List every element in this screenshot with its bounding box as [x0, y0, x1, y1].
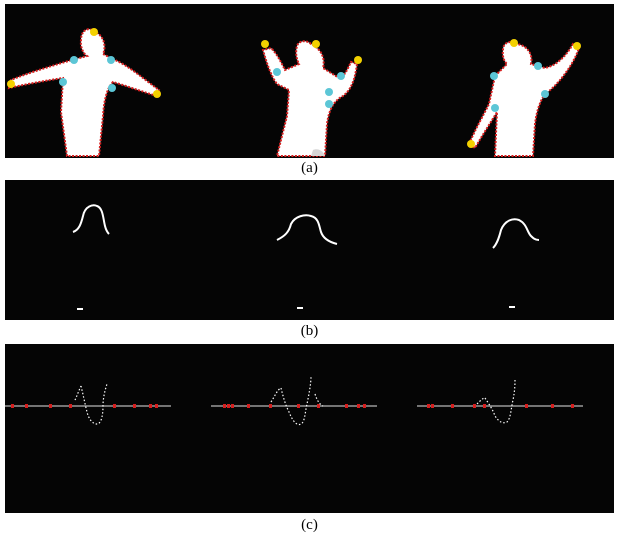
red-markers [11, 404, 574, 408]
head-curve [276, 214, 338, 245]
joint-point [490, 72, 498, 80]
caption-a: (a) [301, 160, 318, 176]
extremity-point [90, 28, 98, 36]
foot-marks [77, 306, 515, 310]
contour-point [80, 383, 108, 425]
contour-point [280, 375, 312, 426]
contour-point [74, 385, 82, 401]
joint-point [491, 104, 499, 112]
silhouette-2 [261, 40, 359, 157]
extremity-points [7, 28, 581, 148]
foot-mark [297, 307, 303, 309]
foot-mark [509, 306, 515, 308]
head-curve [492, 218, 540, 249]
caption-b: (b) [300, 323, 319, 339]
joint-point [325, 88, 333, 96]
foot-blob [311, 149, 325, 156]
panel-a [5, 4, 614, 158]
contour-point [484, 377, 516, 424]
contour-point [270, 387, 282, 403]
joint-point [273, 68, 281, 76]
silhouette-3 [467, 41, 581, 157]
head-curves [72, 204, 540, 249]
joint-point [70, 56, 78, 64]
joint-points [59, 56, 549, 112]
joint-point [107, 56, 115, 64]
caption-c: (c) [301, 517, 318, 533]
joint-point [108, 84, 116, 92]
silhouette-shape-1 [7, 28, 161, 157]
joint-point [59, 78, 67, 86]
joint-point [325, 100, 333, 108]
joint-point [337, 72, 345, 80]
extremity-point [467, 140, 475, 148]
extremity-point [510, 39, 518, 47]
silhouette-shape-2 [261, 40, 359, 157]
contour-points [74, 375, 516, 426]
panel-a-image [7, 28, 581, 157]
contour-point [314, 393, 324, 407]
panel-b [5, 180, 614, 320]
panel-c-image [5, 375, 583, 426]
extremity-point [354, 56, 362, 64]
extremity-point [261, 40, 269, 48]
joint-point [541, 90, 549, 98]
panel-b-image [72, 204, 540, 310]
foot-mark [77, 308, 83, 310]
contour-point [476, 397, 486, 405]
silhouette-1 [7, 28, 161, 157]
joint-point [534, 62, 542, 70]
extremity-point [7, 80, 15, 88]
head-curve [72, 204, 110, 235]
extremity-point [153, 90, 161, 98]
silhouette-shape-3 [467, 41, 581, 157]
extremity-point [312, 40, 320, 48]
panel-c [5, 344, 614, 513]
extremity-point [573, 42, 581, 50]
